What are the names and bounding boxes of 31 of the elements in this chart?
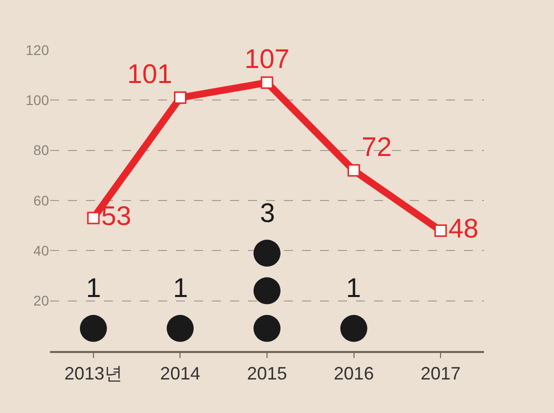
data-label: 107 xyxy=(244,44,290,74)
data-label: 72 xyxy=(362,132,392,162)
point xyxy=(174,91,186,104)
point xyxy=(254,277,280,304)
point xyxy=(348,164,360,177)
point xyxy=(260,76,274,89)
y-tick-label: 20 xyxy=(33,292,50,309)
y-tick-label: 120 xyxy=(26,42,50,58)
x-tick-label: 2015 xyxy=(246,363,288,384)
annotation: 1 xyxy=(173,273,188,303)
y-tick-label: 80 xyxy=(33,142,50,158)
point xyxy=(340,314,368,342)
data-label: 53 xyxy=(101,200,132,231)
annotation: 1 xyxy=(346,273,362,303)
y-tick-label: 40 xyxy=(33,242,50,259)
x-tick-label: 2017 xyxy=(420,363,461,384)
data-label: 48 xyxy=(448,213,479,244)
point xyxy=(254,314,280,342)
point xyxy=(87,212,100,224)
point xyxy=(166,314,194,342)
y-tick-label: 60 xyxy=(33,192,50,208)
x-tick-label: 2014 xyxy=(160,363,200,384)
x-tick-label: 2016 xyxy=(334,363,374,384)
data-label: 101 xyxy=(127,59,172,90)
annotation: 3 xyxy=(260,198,276,228)
point xyxy=(254,240,280,267)
point xyxy=(434,224,447,237)
point xyxy=(80,314,107,342)
annotation: 1 xyxy=(86,273,102,303)
y-tick-label: 100 xyxy=(26,92,50,108)
x-tick-label: 2013년 xyxy=(64,363,122,384)
